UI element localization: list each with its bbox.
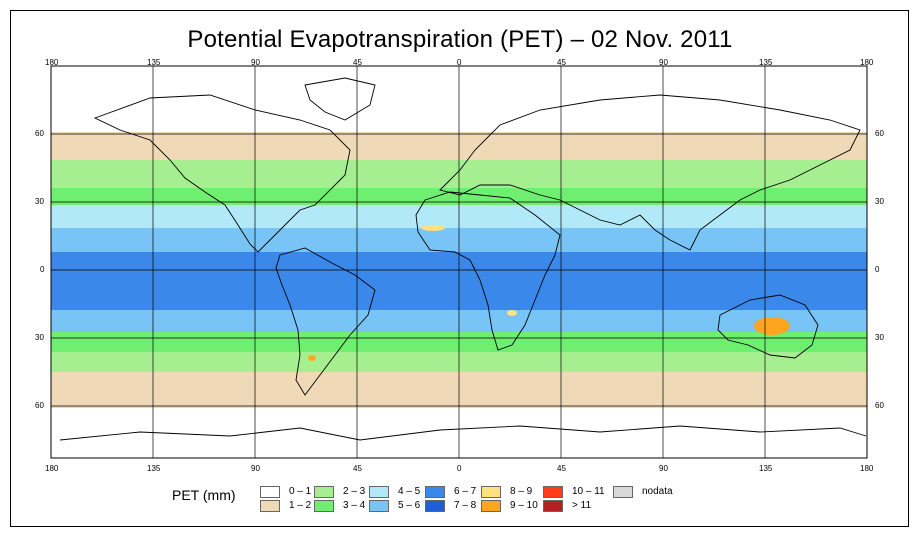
outline-eurasia: [439, 94, 861, 251]
lat-label-right: 30: [875, 197, 884, 206]
lat-label-right: 60: [875, 401, 884, 410]
legend-label: 2 – 3: [343, 486, 366, 497]
outline-africa: [415, 191, 561, 351]
lat-label-left: 60: [35, 129, 44, 138]
legend-label: > 11: [572, 500, 591, 511]
lon-label-top: 180: [45, 58, 59, 67]
lon-label-top: 0: [457, 58, 462, 67]
map-title: Potential Evapotranspiration (PET) – 02 …: [187, 26, 733, 53]
legend-swatch: [369, 486, 389, 498]
lat-label-left: 30: [35, 197, 44, 206]
legend-swatch: [425, 486, 445, 498]
legend-label: 9 – 10: [510, 500, 538, 511]
lat-label-right: 30: [875, 333, 884, 342]
figure-frame: [10, 10, 909, 527]
legend-label: 0 – 1: [289, 486, 312, 497]
lon-label-bottom: 90: [251, 464, 260, 473]
legend-label: 7 – 8: [454, 500, 477, 511]
outline-antarctica: [59, 425, 867, 441]
legend-label: 6 – 7: [454, 486, 477, 497]
lat-label-left: 0: [40, 265, 45, 274]
legend-label: 5 – 6: [398, 500, 421, 511]
lon-label-top: 45: [557, 58, 566, 67]
legend-swatch: [260, 500, 280, 512]
legend-label: 8 – 9: [510, 486, 533, 497]
legend-swatch: [481, 486, 501, 498]
lon-label-bottom: 45: [557, 464, 566, 473]
lon-label-top: 45: [353, 58, 362, 67]
legend-swatch: [369, 500, 389, 512]
legend-swatch: [314, 500, 334, 512]
legend-title: PET (mm): [172, 487, 236, 503]
legend-swatch: [481, 500, 501, 512]
hotspot-sahel: [421, 225, 445, 231]
lon-label-bottom: 0: [457, 464, 462, 473]
legend-swatch: [613, 486, 633, 498]
outline-north-america: [93, 94, 351, 253]
lon-label-top: 90: [659, 58, 668, 67]
lon-label-bottom: 135: [759, 464, 773, 473]
lon-label-bottom: 135: [147, 464, 161, 473]
legend-swatch: [260, 486, 280, 498]
lon-label-bottom: 45: [353, 464, 362, 473]
lat-label-left: 30: [35, 333, 44, 342]
hotspot-argentina: [308, 355, 316, 361]
lat-label-right: 0: [875, 265, 880, 274]
legend-label: 3 – 4: [343, 500, 366, 511]
lon-label-top: 135: [147, 58, 161, 67]
hotspot-southern-africa: [507, 310, 517, 316]
legend-swatch: [314, 486, 334, 498]
legend-label: 4 – 5: [398, 486, 421, 497]
outline-south-america: [275, 247, 376, 396]
map-border: [50, 65, 868, 459]
outline-greenland: [304, 77, 376, 121]
legend-swatch: [425, 500, 445, 512]
legend-swatch: [543, 500, 563, 512]
lon-label-top: 135: [759, 58, 773, 67]
lon-label-bottom: 180: [45, 464, 59, 473]
lat-label-left: 60: [35, 401, 44, 410]
lon-label-bottom: 90: [659, 464, 668, 473]
lon-label-top: 180: [860, 58, 874, 67]
legend-swatch: [543, 486, 563, 498]
legend-label: 1 – 2: [289, 500, 312, 511]
lat-label-right: 60: [875, 129, 884, 138]
legend-label: 10 – 11: [572, 486, 605, 497]
lon-label-bottom: 180: [860, 464, 874, 473]
hotspot-australia: [754, 317, 790, 335]
legend-label: nodata: [642, 486, 673, 497]
lon-label-top: 90: [251, 58, 260, 67]
